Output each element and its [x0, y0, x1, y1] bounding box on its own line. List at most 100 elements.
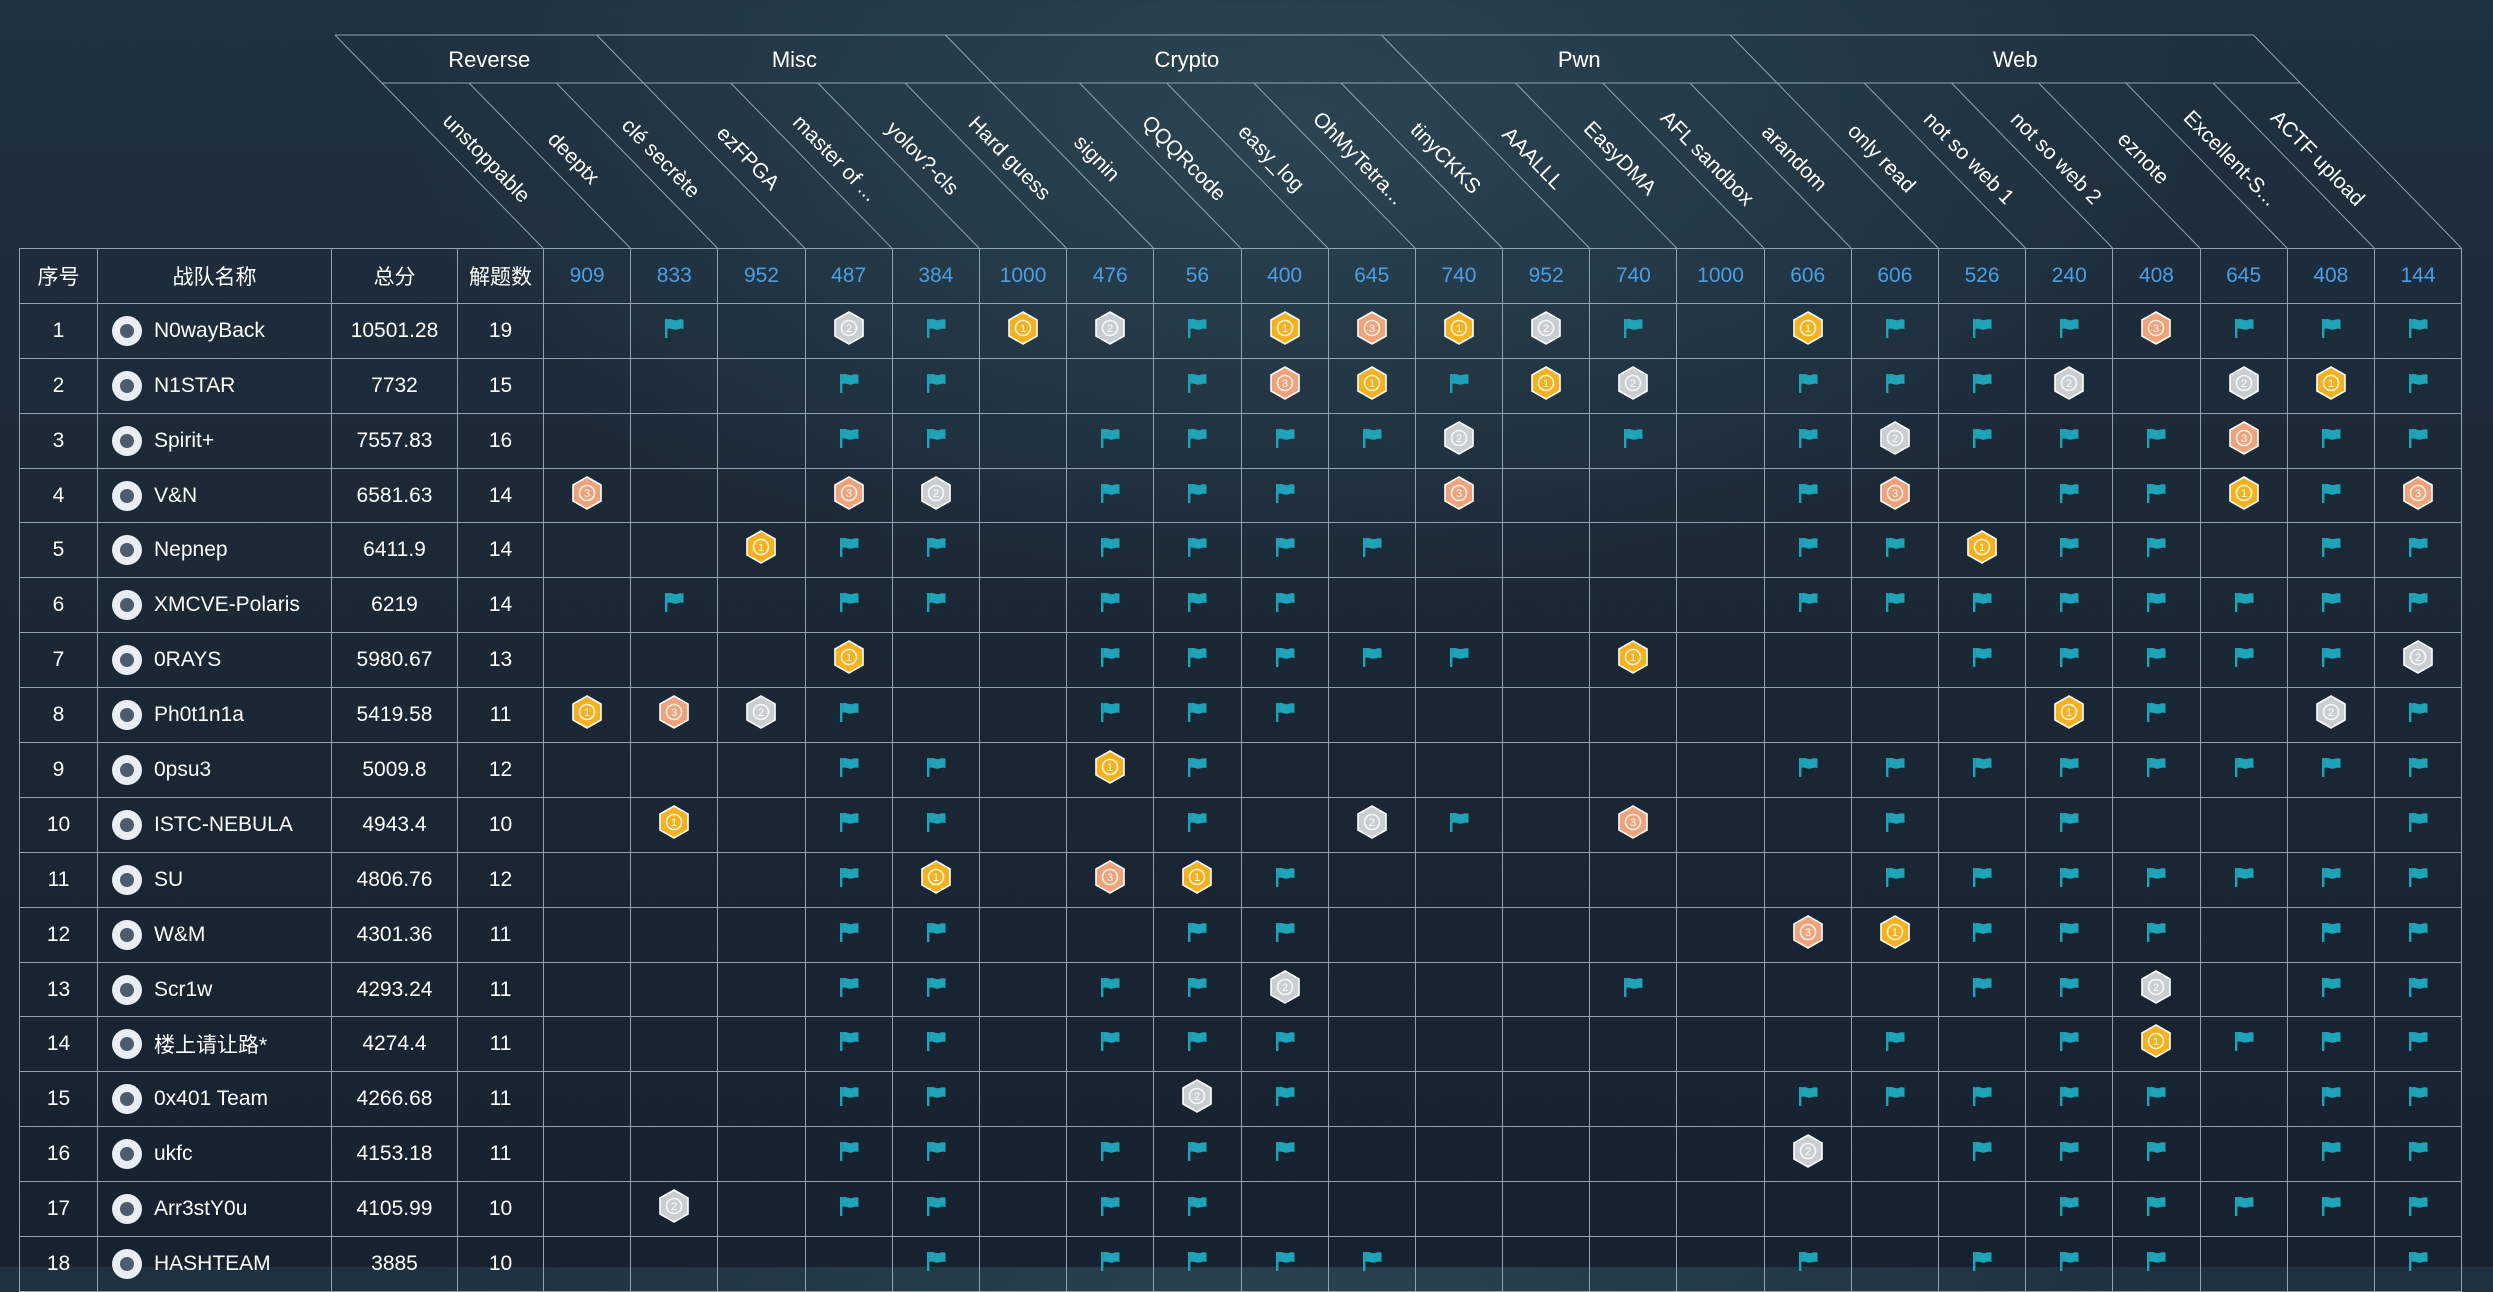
- team-cell[interactable]: Arr3stY0u: [97, 1181, 332, 1238]
- flag-icon: [1973, 593, 1992, 613]
- team-cell[interactable]: SU: [97, 851, 332, 908]
- challenge-cell: [1850, 687, 1940, 744]
- team-cell[interactable]: 0x401 Team: [97, 1071, 332, 1128]
- team-name[interactable]: 0psu3: [154, 757, 212, 781]
- team-name[interactable]: Ph0t1n1a: [154, 703, 244, 727]
- team-cell[interactable]: ukfc: [97, 1126, 332, 1183]
- flag-icon: [2060, 812, 2079, 832]
- challenge-cell: 3: [542, 467, 632, 524]
- challenge-name-15[interactable]: arandom: [1757, 121, 1831, 196]
- challenge-name-19[interactable]: eznote: [2113, 128, 2174, 189]
- challenge-name-1[interactable]: deeptx: [543, 128, 604, 190]
- flag-icon: [839, 977, 859, 997]
- challenge-name-12[interactable]: AAALLL: [1497, 123, 1567, 194]
- challenge-name-8[interactable]: QQQRcode: [1137, 111, 1230, 206]
- team-name[interactable]: HASHTEAM: [154, 1251, 271, 1275]
- flag-icon: [1101, 648, 1120, 668]
- challenge-cell: [1589, 1181, 1678, 1238]
- team-cell[interactable]: 0psu3: [97, 742, 332, 798]
- team-name[interactable]: V&N: [154, 483, 198, 507]
- challenge-cell: [1066, 357, 1155, 414]
- challenge-name-18[interactable]: not so web 2: [2006, 108, 2106, 209]
- team-cell[interactable]: Ph0t1n1a: [97, 687, 332, 744]
- team-name[interactable]: SU: [154, 867, 184, 891]
- bronze-medal-icon: 3: [1356, 310, 1387, 345]
- challenge-cell: 2: [2199, 357, 2288, 414]
- flag-icon: [1362, 648, 1382, 668]
- team-cell[interactable]: N0wayBack: [97, 302, 332, 359]
- team-cell[interactable]: Scr1w: [97, 961, 332, 1018]
- team-name[interactable]: ISTC-NEBULA: [154, 812, 293, 836]
- challenge-name-7[interactable]: signin: [1069, 131, 1124, 186]
- flag-icon: [1101, 538, 1120, 558]
- challenge-cell: [1589, 851, 1678, 908]
- solved-cell: 13: [457, 632, 544, 689]
- team-name[interactable]: Nepnep: [154, 538, 228, 562]
- svg-text:1: 1: [1020, 323, 1026, 335]
- challenge-name-17[interactable]: not so web 1: [1919, 108, 2019, 209]
- team-cell[interactable]: Nepnep: [97, 522, 332, 579]
- table-row: 11 SU 4806.76 12 1 3 1: [19, 851, 2463, 908]
- header-divider: [1079, 82, 1241, 249]
- challenge-name-10[interactable]: OhMyTetra...: [1308, 107, 1408, 209]
- challenge-name-4[interactable]: master of ...: [788, 111, 882, 206]
- team-cell[interactable]: HASHTEAM: [97, 1236, 332, 1292]
- team-name[interactable]: Spirit+: [154, 428, 215, 452]
- flag-icon: [1449, 812, 1469, 832]
- team-name[interactable]: N0wayBack: [154, 318, 265, 342]
- flag-icon: [2234, 1197, 2254, 1217]
- team-name[interactable]: N1STAR: [154, 373, 236, 397]
- header-divider: [2212, 82, 2375, 249]
- team-name[interactable]: XMCVE-Polaris: [154, 593, 300, 617]
- team-cell[interactable]: W&M: [97, 906, 332, 963]
- challenge-cell: [1937, 851, 2027, 908]
- score-cell: 10501.28: [331, 302, 458, 359]
- flag-icon: [1275, 593, 1295, 613]
- team-cell[interactable]: N1STAR: [97, 357, 332, 414]
- challenge-name-16[interactable]: only read: [1843, 120, 1920, 198]
- team-name[interactable]: ukfc: [154, 1142, 193, 1166]
- flag-icon: [1188, 318, 1207, 338]
- challenge-name-21[interactable]: ACTF upload: [2266, 106, 2369, 211]
- challenge-name-11[interactable]: tinyCKKS: [1406, 118, 1485, 198]
- flag-icon: [926, 977, 946, 997]
- challenge-points-2: 952: [717, 248, 806, 304]
- flag-icon: [1275, 428, 1295, 448]
- flag-icon: [1973, 1087, 1992, 1107]
- challenge-cell: [891, 577, 980, 634]
- table-row: 3 Spirit+ 7557.83 16 2 2 3: [19, 412, 2463, 469]
- header-divider: [2299, 82, 2462, 249]
- team-name[interactable]: 0RAYS: [154, 648, 222, 672]
- team-name[interactable]: 楼上请让路*: [154, 1034, 268, 1058]
- challenge-name-3[interactable]: ezFPGA: [712, 122, 784, 195]
- flag-icon: [2321, 1142, 2341, 1162]
- solved-cell: 14: [457, 577, 544, 634]
- challenge-name-14[interactable]: AFL sandbox: [1656, 106, 1759, 210]
- team-cell[interactable]: XMCVE-Polaris: [97, 577, 332, 634]
- challenge-cell: [717, 1016, 806, 1073]
- team-cell[interactable]: 楼上请让路*: [97, 1016, 332, 1073]
- team-name[interactable]: Arr3stY0u: [154, 1197, 248, 1221]
- challenge-cell: [1850, 851, 1940, 908]
- team-cell[interactable]: ISTC-NEBULA: [97, 796, 332, 853]
- team-cell[interactable]: Spirit+: [97, 412, 332, 469]
- team-cell[interactable]: V&N: [97, 467, 332, 524]
- flag-icon: [1101, 702, 1120, 723]
- challenge-cell: [804, 1126, 893, 1183]
- challenge-cell: [1327, 906, 1416, 963]
- challenge-cell: [1240, 851, 1329, 908]
- challenge-name-9[interactable]: easy_log: [1233, 120, 1308, 196]
- team-name[interactable]: Scr1w: [154, 977, 213, 1001]
- challenge-points-6: 476: [1066, 248, 1155, 304]
- challenge-name-0[interactable]: unstoppable: [438, 109, 534, 207]
- gold-medal-icon: 1: [921, 859, 951, 894]
- flag-icon: [1275, 1032, 1295, 1052]
- challenge-name-6[interactable]: Hard guess: [964, 112, 1055, 205]
- team-name[interactable]: 0x401 Team: [154, 1087, 269, 1111]
- team-name[interactable]: W&M: [154, 922, 206, 946]
- flag-icon: [2321, 318, 2341, 338]
- svg-text:3: 3: [584, 488, 590, 500]
- challenge-cell: [1502, 467, 1591, 524]
- team-cell[interactable]: 0RAYS: [97, 632, 332, 689]
